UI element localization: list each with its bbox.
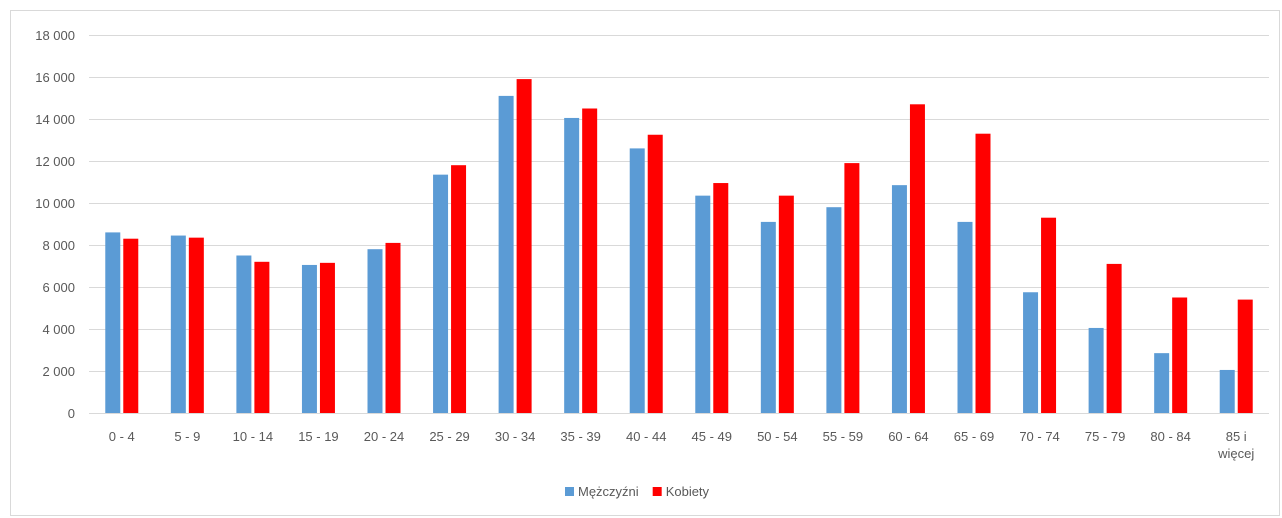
bar [123,238,139,413]
y-tick-label: 10 000 [35,196,75,211]
bar [713,183,729,413]
bar-chart: 0 2 000 4 000 6 000 8 000 10 000 12 000 14 000 1… [35,28,1269,499]
bar [975,133,991,413]
x-tick-label: 10 - 14 [233,429,273,444]
y-tick-label: 4 000 [42,322,75,337]
bar [647,134,663,413]
x-tick-label: 60 - 64 [888,429,928,444]
legend-label: Mężczyźni [578,484,639,499]
x-tick-label: 15 - 19 [298,429,338,444]
y-tick-label: 8 000 [42,238,75,253]
y-tick-label: 12 000 [35,154,75,169]
x-tick-label: 55 - 59 [823,429,863,444]
x-tick-label: 25 - 29 [429,429,469,444]
bar [826,207,842,413]
x-tick-label: 20 - 24 [364,429,404,444]
x-tick-label: 75 - 79 [1085,429,1125,444]
bar [188,237,204,413]
bar [367,249,383,413]
bar [236,255,252,413]
bar [909,104,925,414]
bar [582,108,598,413]
x-axis-tick-labels: 0 - 4 5 - 9 10 - 14 15 - 19 20 - 24 25 - 29 30… [109,429,1255,461]
bar [451,165,467,413]
bar [1154,353,1170,413]
bar [891,185,907,413]
x-tick-label: 50 - 54 [757,429,797,444]
y-tick-label: 6 000 [42,280,75,295]
bar [760,221,776,413]
bar [564,117,580,413]
bar [433,174,449,413]
bar [105,232,121,413]
bar [1172,297,1188,413]
x-tick-label: 40 - 44 [626,429,666,444]
bar [1237,299,1253,413]
bars [105,79,1253,414]
x-tick-label: 70 - 74 [1019,429,1059,444]
x-tick-label: 80 - 84 [1150,429,1190,444]
legend: Mężczyźni Kobiety [565,484,710,499]
bar [301,264,317,413]
bar [957,221,973,413]
bar [695,195,711,413]
x-tick-label: 5 - 9 [174,429,200,444]
x-tick-label: 65 - 69 [954,429,994,444]
x-tick-label: 35 - 39 [560,429,600,444]
bar [844,163,860,413]
chart-area: 0 2 000 4 000 6 000 8 000 10 000 12 000 14 000 1… [10,10,1280,516]
x-tick-label: 85 i więcej [1217,429,1254,461]
bar [498,95,514,414]
legend-swatch [565,487,574,496]
bar [516,79,532,413]
bar [254,261,270,413]
bar [1041,217,1057,413]
x-tick-label: 0 - 4 [109,429,135,444]
bar [1088,327,1104,413]
bar [319,262,335,413]
bar [170,235,186,413]
legend-swatch [652,487,662,496]
legend-label: Kobiety [666,484,710,499]
y-tick-label: 2 000 [42,364,75,379]
bar [629,148,645,413]
bar [1106,263,1122,413]
gridlines [89,35,1269,414]
y-axis-tick-labels: 0 2 000 4 000 6 000 8 000 10 000 12 000 14 000 1… [35,28,75,421]
bar [1023,292,1039,413]
x-tick-label: 45 - 49 [692,429,732,444]
bar [1219,369,1235,413]
bar [778,195,794,413]
y-tick-label: 14 000 [35,112,75,127]
y-tick-label: 0 [68,406,75,421]
bar [385,242,401,413]
y-tick-label: 16 000 [35,70,75,85]
y-tick-label: 18 000 [35,28,75,43]
x-tick-label: 30 - 34 [495,429,535,444]
